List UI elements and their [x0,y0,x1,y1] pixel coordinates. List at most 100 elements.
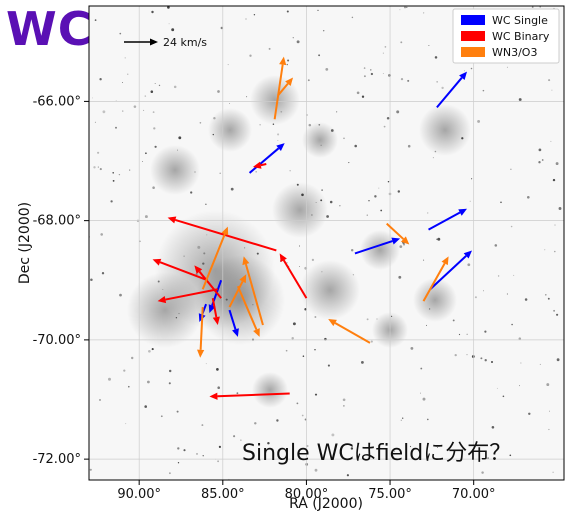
star-speck [539,363,541,365]
arrow-head [459,71,467,81]
star-speck [102,110,106,114]
arrow-shaft [282,259,308,299]
star-speck [506,66,508,68]
arrow-wn3-o3 [197,307,205,358]
star-speck [361,95,365,98]
star-speck [217,90,220,93]
star-speck [154,82,156,85]
star-speck [277,133,280,136]
arrow-shaft [174,219,277,252]
arrow-shaft [165,288,218,301]
arrow-head [152,258,162,266]
star-speck [268,47,271,50]
arrow-wc-binary [167,216,277,252]
star-speck [133,105,137,108]
star-speck [327,364,330,367]
arrow-head [197,349,205,358]
star-speck [368,199,370,202]
star-speck [287,59,290,62]
star-speck [286,10,289,13]
star-speck [407,144,411,148]
star-speck [178,312,180,315]
star-speck [518,98,522,101]
star-speck [423,259,425,261]
star-speck [400,77,404,81]
arrow-shaft [386,222,405,240]
nebula-blob [250,75,300,125]
star-speck [144,405,147,408]
star-speck [548,79,551,82]
star-speck [510,168,512,170]
star-speck [387,180,390,183]
arrow-wn3-o3 [236,285,260,337]
arrow-head [212,316,220,325]
star-speck [466,354,468,356]
star-speck [502,395,505,398]
nebula-blob [413,278,457,322]
star-speck [168,369,172,373]
nebula-blob [252,372,288,408]
star-speck [436,81,438,83]
x-tick-label: 75.00° [368,487,412,502]
star-speck [202,262,205,265]
star-speck [484,359,487,362]
star-speck [296,402,299,405]
x-tick-label: 90.00° [117,487,161,502]
star-speck [467,263,471,267]
arrow-shaft [260,163,267,167]
plot-frame [88,5,565,481]
star-speck [463,70,466,72]
star-speck [407,79,410,82]
star-speck [437,237,441,241]
axis-ticks: 90.00° 85.00° 80.00° 75.00° 70.00° -66.00° -68… [33,94,496,502]
scale-bar-label: 24 km/s [163,36,207,49]
arrow-head [279,56,287,66]
star-speck [382,73,384,75]
star-speck [100,233,103,236]
star-speck [162,288,164,291]
star-speck [195,273,198,276]
star-speck [500,201,502,204]
star-speck [427,418,429,421]
star-speck [291,336,294,340]
star-speck [352,274,354,276]
star-speck [409,445,412,448]
arrow-wc-single [428,208,467,231]
arrow-wn3-o3 [422,256,449,302]
star-speck [428,44,430,46]
star-speck [494,244,498,247]
star-speck [526,195,530,199]
star-speck [199,121,202,124]
star-speck [230,187,234,191]
star-speck [196,453,198,455]
arrow-wn3-o3 [273,56,287,120]
arrow-head [221,226,229,236]
arrow-head [253,328,260,337]
star-speck [426,324,427,326]
star-speck [480,357,483,360]
star-speck [510,225,513,228]
star-speck [474,296,477,299]
star-speck [386,117,390,120]
star-speck [524,298,528,301]
arrow-shaft [236,285,258,330]
legend-label-wc-binary: WC Binary [492,30,550,43]
star-speck [202,455,204,457]
star-speck [90,278,93,281]
arrow-wc-binary [194,265,222,299]
star-speck [286,63,288,66]
star-speck [356,91,360,95]
arrow-shaft [273,64,284,120]
arrow-wc-single [228,309,239,337]
arrow-shaft [277,83,289,97]
star-speck [318,123,321,126]
star-speck [331,433,335,437]
star-speck [110,200,113,203]
star-speck [339,205,341,207]
star-speck [320,144,322,146]
star-speck [97,166,99,168]
arrow-head [285,77,294,86]
star-speck [91,97,93,99]
star-speck [171,28,175,32]
star-speck [342,398,346,402]
